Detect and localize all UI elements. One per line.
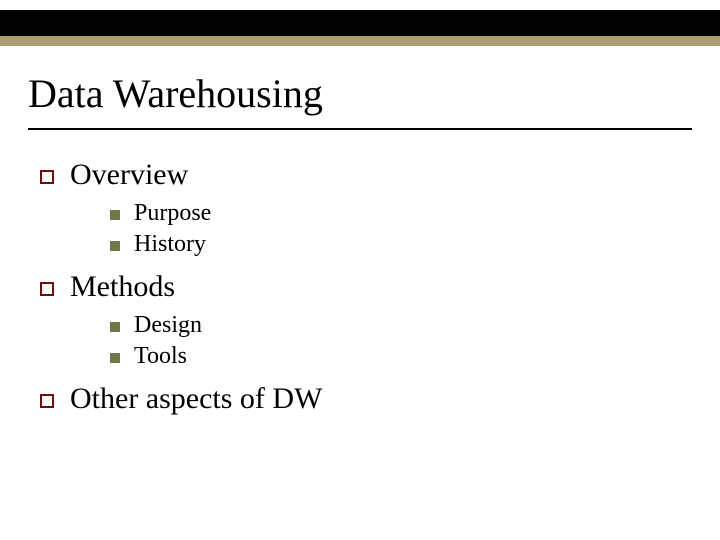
sublist: Purpose History [110, 200, 680, 258]
slide-title: Data Warehousing [28, 70, 323, 117]
filled-square-icon [110, 210, 120, 220]
outline: Overview Purpose History Methods Design [40, 150, 680, 420]
top-band [0, 10, 720, 36]
title-rule [28, 128, 692, 130]
slide: Data Warehousing Overview Purpose Histor… [0, 0, 720, 540]
list-item-label: Design [134, 312, 202, 339]
list-item: Methods [40, 270, 680, 304]
list-item: Design [110, 312, 680, 339]
filled-square-icon [110, 322, 120, 332]
list-item: History [110, 231, 680, 258]
filled-square-icon [110, 241, 120, 251]
list-item-label: Overview [70, 158, 188, 192]
list-item-label: Tools [134, 343, 187, 370]
hollow-square-icon [40, 170, 54, 184]
list-item: Tools [110, 343, 680, 370]
hollow-square-icon [40, 282, 54, 296]
list-item-label: History [134, 231, 206, 258]
list-item: Other aspects of DW [40, 382, 680, 416]
list-item: Overview [40, 158, 680, 192]
list-item-label: Purpose [134, 200, 211, 227]
list-item-label: Other aspects of DW [70, 382, 322, 416]
hollow-square-icon [40, 394, 54, 408]
filled-square-icon [110, 353, 120, 363]
list-item-label: Methods [70, 270, 175, 304]
accent-band [0, 36, 720, 46]
list-item: Purpose [110, 200, 680, 227]
sublist: Design Tools [110, 312, 680, 370]
